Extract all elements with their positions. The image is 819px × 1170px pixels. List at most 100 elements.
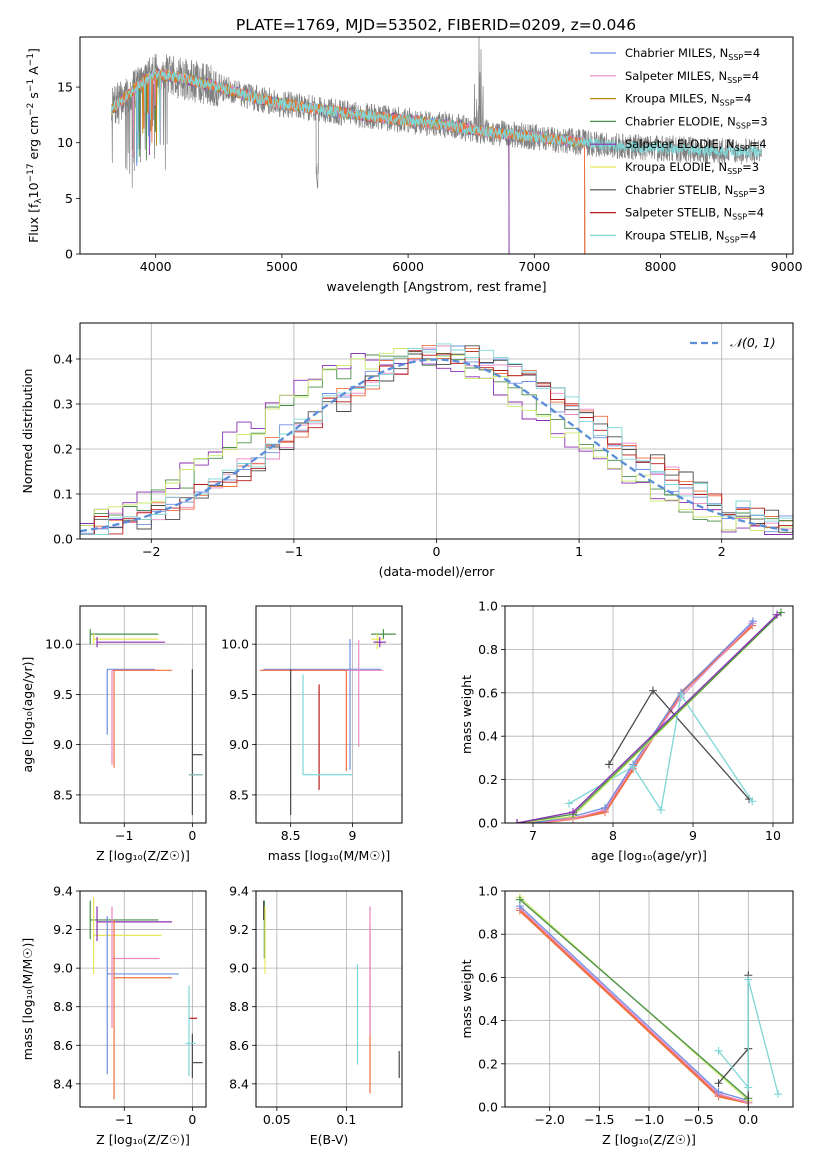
x-axis-label: Z [log₁₀(Z/Z☉)]: [96, 1132, 190, 1147]
errorbars: [263, 900, 400, 1094]
series-lines: [515, 893, 783, 1107]
y-tick-label: 0.2: [478, 1056, 498, 1071]
spectrum-curves: [111, 37, 762, 254]
y-axis-label: mass weight: [459, 675, 474, 754]
errorbar-point: [93, 634, 159, 645]
weight-vs-Z-panel: −2.0 −1.5 −1.0 −0.5 0.0 0.0 0.2 0.4 0.6 0.8 1.0 Z […: [459, 884, 794, 1147]
spectrum-legend: Chabrier MILES, NSSP=4 Salpeter MILES, NS…: [590, 46, 768, 244]
series-marker: [513, 819, 521, 823]
y-tick-label: 8.8: [53, 999, 73, 1014]
age-vs-mass-panel: 8.5 9 8.5 9.0 9.5 10.0 mass [log₁₀(M/M☉)]: [221, 605, 403, 863]
x-tick-label: 2: [718, 544, 726, 559]
x-axis-label: age [log₁₀(age/yr)]: [591, 848, 707, 863]
series-marker: [714, 1079, 723, 1088]
errorbars: [89, 896, 203, 1100]
legend-entry: Salpeter ELODIE, NSSP=4: [625, 137, 767, 153]
model-kroupa_miles: [111, 68, 586, 254]
x-tick-label: 8: [609, 828, 617, 843]
series-marker: [565, 799, 573, 808]
series-chabrier_miles: [517, 620, 754, 823]
legend-entry: Kroupa MILES, NSSP=4: [625, 92, 751, 108]
x-axis-label: mass [log₁₀(M/M☉)]: [268, 848, 390, 863]
series-marker: [774, 1090, 783, 1099]
series-marker: [744, 1083, 753, 1092]
series-marker: [744, 1103, 753, 1107]
axes-frame: [79, 36, 794, 255]
y-tick-label: 9.5: [229, 687, 249, 702]
y-axis-label: mass [log₁₀(M/M☉)]: [20, 938, 35, 1060]
histogram-curves: [80, 343, 793, 535]
errorbar-point: [371, 629, 396, 640]
mass-vs-ebv-panel: 0.05 0.1 8.4 8.6 8.8 9.0 9.2 9.4 E(B-V): [229, 884, 403, 1147]
axes-frame: [255, 890, 403, 1108]
x-tick-label: 4000: [140, 259, 172, 274]
series-marker: [749, 617, 757, 626]
errorbar-point: [191, 1033, 203, 1079]
axes-frame: [79, 890, 207, 1108]
legend-entry: 𝒩(0, 1): [730, 335, 776, 350]
errorbar-point: [265, 640, 384, 747]
legend-entry: Salpeter MILES, NSSP=4: [625, 69, 759, 85]
x-tick-label: 9000: [771, 259, 803, 274]
y-tick-label: 8.6: [229, 1038, 249, 1053]
y-tick-label: 15: [57, 80, 73, 95]
y-tick-label: 8.4: [229, 1076, 249, 1091]
legend-entry: Chabrier STELIB, NSSP=3: [625, 183, 765, 199]
y-tick-label: 0.8: [478, 642, 498, 657]
x-tick-label: 9: [349, 828, 357, 843]
model-chabrier_miles: [111, 69, 586, 254]
y-axis-label: Flux [fλ10−17 erg cm−2 s−1 A−1]: [26, 48, 44, 243]
weight-vs-age-panel: 7 8 9 10 0.0 0.2 0.4 0.6 0.8 1.0 age [log₁₀(age/yr…: [459, 599, 794, 863]
y-tick-label: 0.4: [53, 352, 73, 367]
y-tick-label: 9.4: [229, 884, 249, 899]
series-salpeter_elodie: [516, 614, 778, 823]
x-axis-label: (data-model)/error: [379, 564, 496, 579]
series-marker: [744, 975, 753, 984]
errorbar-point: [259, 669, 347, 771]
errorbar-point: [111, 906, 160, 1028]
y-tick-label: 0.6: [478, 970, 498, 985]
x-tick-label: −0.5: [683, 1112, 713, 1127]
model-chabrier_elodie: [111, 68, 510, 254]
y-axis-label: Normed distribution: [20, 369, 35, 494]
series-kroupa_stelib: [717, 979, 779, 1095]
y-tick-label: 0.8: [478, 927, 498, 942]
model-kroupa_elodie: [111, 68, 510, 254]
series-marker: [714, 1046, 723, 1055]
model-salpeter_elodie: [111, 67, 510, 254]
series-marker: [773, 610, 781, 619]
errorbar-point: [263, 639, 381, 770]
x-tick-label: 7: [529, 828, 537, 843]
x-tick-label: 0.05: [263, 1112, 291, 1127]
errorbars: [89, 629, 203, 815]
legend-entry: Kroupa STELIB, NSSP=4: [625, 228, 756, 244]
axes-frame: [504, 890, 794, 1108]
x-tick-label: 9: [689, 828, 697, 843]
series-marker: [649, 686, 657, 695]
y-tick-label: 0.3: [53, 397, 73, 412]
y-tick-label: 9.0: [229, 737, 249, 752]
y-tick-label: 10.0: [221, 637, 249, 652]
series-marker: [657, 805, 665, 814]
x-tick-label: −1: [285, 544, 303, 559]
histogram-lime: [80, 348, 793, 532]
y-tick-label: 0.4: [478, 1013, 498, 1028]
y-tick-label: 8.8: [229, 999, 249, 1014]
model-salpeter_miles: [111, 69, 586, 254]
x-tick-label: 0: [188, 828, 196, 843]
errorbar-point: [191, 669, 203, 815]
y-axis-label: mass weight: [459, 959, 474, 1038]
x-tick-label: 10: [765, 828, 781, 843]
errorbar-point: [302, 674, 353, 776]
y-tick-label: 9.0: [53, 961, 73, 976]
x-axis-label: Z [log₁₀(Z/Z☉)]: [96, 848, 190, 863]
errorbars: [259, 629, 396, 815]
figure-title: PLATE=1769, MJD=53502, FIBERID=0209, z=0…: [236, 16, 636, 34]
mass-vs-Z-panel: −1 0 8.4 8.6 8.8 9.0 9.2 9.4 Z [log₁₀(Z/Z☉)] mass…: [20, 884, 207, 1147]
x-tick-label: 0: [188, 1112, 196, 1127]
histogram-salpeter_stelib: [80, 350, 793, 535]
series-marker: [605, 760, 613, 769]
x-tick-label: −1: [115, 828, 133, 843]
x-tick-label: 0.0: [738, 1112, 758, 1127]
